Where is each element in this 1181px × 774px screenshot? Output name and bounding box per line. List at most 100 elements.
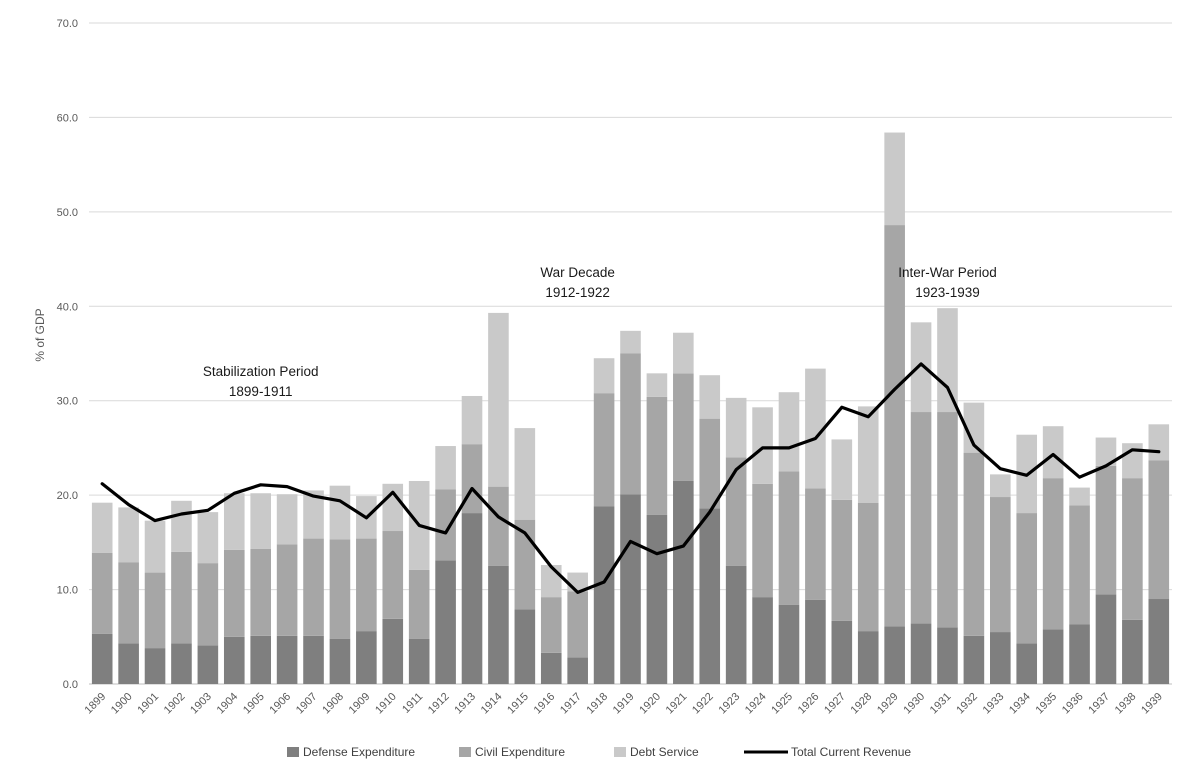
bar-civil-expenditure bbox=[223, 549, 245, 637]
x-tick-label: 1937 bbox=[1086, 691, 1112, 717]
bar-civil-expenditure bbox=[857, 502, 879, 632]
bar-debt-service bbox=[197, 512, 219, 564]
bar-civil-expenditure bbox=[990, 497, 1011, 633]
bar-civil-expenditure bbox=[488, 486, 509, 566]
legend-swatch bbox=[287, 747, 299, 757]
bar-civil-expenditure bbox=[963, 452, 985, 636]
bar-civil-expenditure bbox=[937, 412, 958, 628]
bar-defense-expenditure bbox=[356, 631, 377, 684]
x-tick-label: 1918 bbox=[584, 691, 610, 717]
bar-civil-expenditure bbox=[884, 225, 905, 627]
y-tick-label: 70.0 bbox=[57, 18, 78, 30]
x-tick-label: 1929 bbox=[875, 691, 901, 717]
bar-defense-expenditure bbox=[329, 638, 351, 684]
bar-defense-expenditure bbox=[752, 597, 773, 684]
bar-civil-expenditure bbox=[144, 572, 166, 649]
legend-swatch bbox=[614, 747, 626, 757]
bar-debt-service bbox=[171, 500, 192, 552]
legend-label: Defense Expenditure bbox=[303, 745, 415, 759]
bar-debt-service bbox=[1095, 437, 1117, 466]
bar-civil-expenditure bbox=[435, 489, 456, 561]
bar-defense-expenditure bbox=[540, 652, 562, 684]
bar-civil-expenditure bbox=[567, 591, 588, 658]
bar-debt-service bbox=[725, 397, 747, 458]
x-tick-label: 1922 bbox=[690, 691, 716, 717]
bar-debt-service bbox=[144, 520, 166, 573]
bar-debt-service bbox=[223, 493, 245, 550]
legend-label: Total Current Revenue bbox=[791, 745, 911, 759]
bar-civil-expenditure bbox=[382, 531, 404, 619]
bar-civil-expenditure bbox=[725, 457, 747, 566]
x-tick-label: 1925 bbox=[769, 691, 795, 717]
revenue-line bbox=[100, 362, 1161, 595]
bar-defense-expenditure bbox=[1016, 643, 1038, 684]
bar-debt-service bbox=[699, 375, 721, 419]
bar-debt-service bbox=[1042, 426, 1064, 479]
x-tick-label: 1924 bbox=[743, 691, 769, 717]
bar-civil-expenditure bbox=[408, 569, 430, 639]
bar-defense-expenditure bbox=[488, 565, 509, 684]
bar-debt-service bbox=[1069, 487, 1090, 506]
y-tick-label: 40.0 bbox=[57, 301, 78, 313]
bar-civil-expenditure bbox=[699, 418, 721, 509]
bar-debt-service bbox=[461, 395, 483, 445]
period-annotation-line: 1923-1939 bbox=[915, 285, 980, 300]
bar-defense-expenditure bbox=[857, 631, 879, 684]
bar-defense-expenditure bbox=[910, 623, 932, 684]
legend-label: Debt Service bbox=[630, 745, 699, 759]
bar-debt-service bbox=[303, 490, 324, 539]
bar-civil-expenditure bbox=[910, 412, 932, 624]
bar-defense-expenditure bbox=[1069, 624, 1090, 684]
bar-debt-service bbox=[514, 428, 536, 520]
bar-civil-expenditure bbox=[778, 471, 800, 605]
bar-defense-expenditure bbox=[303, 635, 324, 684]
x-tick-label: 1899 bbox=[83, 691, 109, 717]
x-tick-label: 1926 bbox=[796, 691, 822, 717]
bar-debt-service bbox=[329, 485, 351, 540]
bar-defense-expenditure bbox=[620, 494, 641, 684]
y-tick-label: 20.0 bbox=[57, 490, 78, 502]
bar-civil-expenditure bbox=[646, 396, 668, 515]
bar-defense-expenditure bbox=[725, 565, 747, 684]
bar-defense-expenditure bbox=[963, 635, 985, 684]
bar-civil-expenditure bbox=[276, 544, 298, 636]
y-tick-label: 50.0 bbox=[57, 207, 78, 219]
bar-defense-expenditure bbox=[567, 657, 588, 684]
x-tick-label: 1939 bbox=[1139, 691, 1165, 717]
x-tick-label: 1916 bbox=[532, 691, 558, 717]
bar-debt-service bbox=[276, 494, 298, 545]
x-tick-label: 1921 bbox=[664, 691, 690, 717]
bar-civil-expenditure bbox=[1148, 460, 1170, 600]
y-axis-label: % of GDP bbox=[33, 308, 47, 361]
x-tick-label: 1910 bbox=[373, 691, 399, 717]
bar-defense-expenditure bbox=[1122, 619, 1143, 684]
bar-civil-expenditure bbox=[303, 538, 324, 636]
bar-defense-expenditure bbox=[1148, 599, 1170, 684]
bar-defense-expenditure bbox=[514, 609, 536, 684]
bar-defense-expenditure bbox=[937, 627, 958, 684]
x-tick-label: 1919 bbox=[611, 691, 637, 717]
bar-defense-expenditure bbox=[382, 618, 404, 684]
bar-defense-expenditure bbox=[171, 643, 192, 684]
x-tick-label: 1904 bbox=[215, 691, 241, 717]
bar-civil-expenditure bbox=[540, 597, 562, 653]
bar-defense-expenditure bbox=[673, 480, 694, 684]
x-tick-label: 1927 bbox=[822, 691, 848, 717]
y-tick-label: 10.0 bbox=[57, 585, 78, 597]
x-tick-label: 1912 bbox=[426, 691, 452, 717]
bar-defense-expenditure bbox=[884, 626, 905, 684]
x-tick-label: 1914 bbox=[479, 691, 505, 717]
bar-debt-service bbox=[963, 402, 985, 453]
period-annotation-line: 1899-1911 bbox=[229, 384, 293, 399]
bar-civil-expenditure bbox=[1042, 478, 1064, 630]
x-tick-label: 1923 bbox=[716, 691, 742, 717]
bars bbox=[91, 132, 1170, 684]
bar-debt-service bbox=[91, 502, 113, 553]
bar-defense-expenditure bbox=[461, 513, 483, 684]
bar-defense-expenditure bbox=[1042, 629, 1064, 684]
bar-defense-expenditure bbox=[778, 604, 800, 684]
x-tick-label: 1938 bbox=[1113, 691, 1139, 717]
x-tick-label: 1906 bbox=[267, 691, 293, 717]
bar-debt-service bbox=[540, 565, 562, 598]
